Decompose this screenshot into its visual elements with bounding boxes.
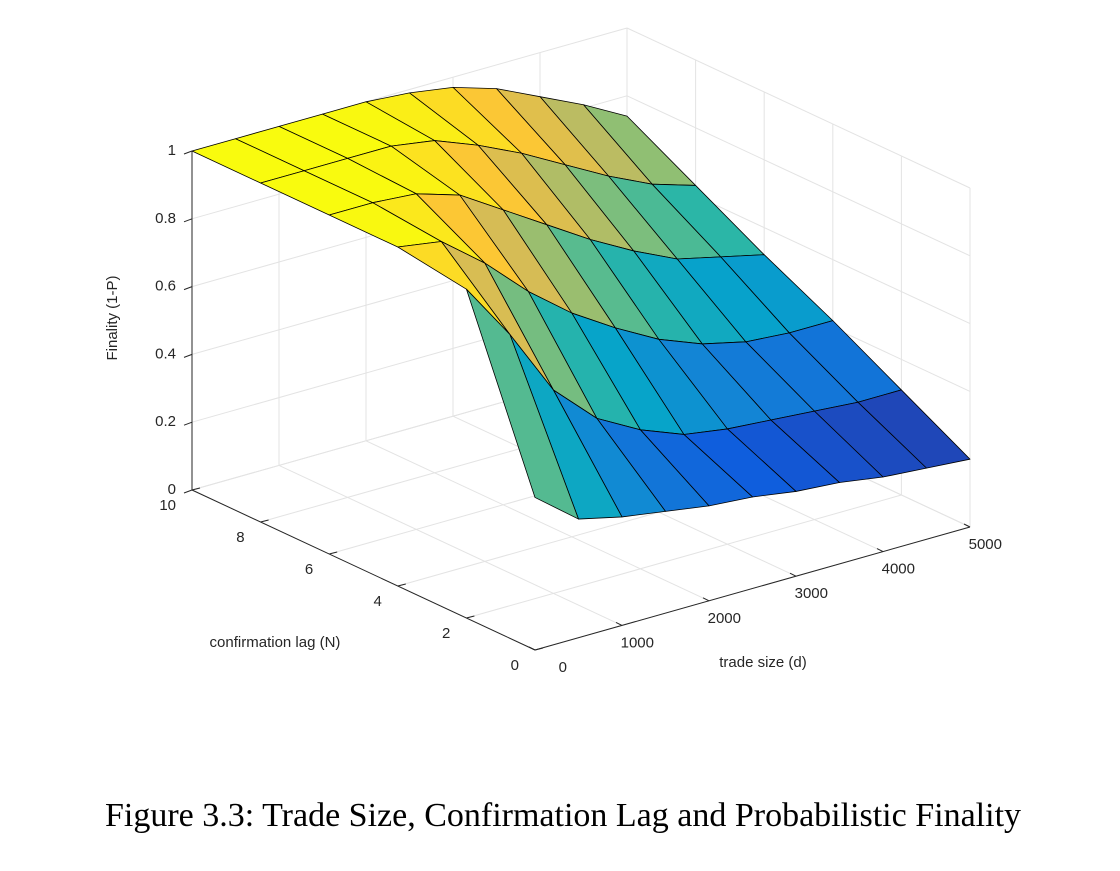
y-tick bbox=[466, 615, 475, 619]
grid-line bbox=[365, 440, 710, 602]
axis-line bbox=[191, 489, 536, 651]
z-tick bbox=[183, 218, 193, 223]
z-tick bbox=[183, 286, 193, 291]
x-tick bbox=[615, 621, 623, 626]
y-tick bbox=[397, 583, 406, 587]
y-tick bbox=[329, 551, 338, 555]
axis-line bbox=[534, 526, 971, 651]
x-tick-label: 0 bbox=[559, 659, 567, 676]
y-tick-label: 2 bbox=[442, 625, 450, 642]
x-tick bbox=[963, 523, 971, 528]
y-tick bbox=[534, 647, 544, 651]
x-tick-label: 5000 bbox=[969, 536, 1002, 553]
z-tick-label: 1 bbox=[168, 142, 176, 159]
y-tick-label: 0 bbox=[511, 657, 519, 674]
x-tick bbox=[702, 597, 710, 602]
y-axis-label: confirmation lag (N) bbox=[210, 634, 341, 651]
y-tick-label: 6 bbox=[305, 561, 313, 578]
z-tick bbox=[183, 150, 193, 155]
y-tick-label: 8 bbox=[236, 529, 244, 546]
z-tick bbox=[183, 421, 193, 426]
grid-line bbox=[626, 27, 971, 189]
z-tick-label: 0.6 bbox=[155, 278, 176, 295]
x-tick-label: 1000 bbox=[621, 634, 654, 651]
x-tick bbox=[789, 572, 797, 577]
y-tick bbox=[191, 487, 201, 491]
surface-patch bbox=[465, 288, 579, 520]
x-tick-label: 3000 bbox=[795, 585, 828, 602]
y-tick-label: 4 bbox=[373, 593, 381, 610]
y-tick bbox=[260, 519, 269, 523]
x-axis-label: trade size (d) bbox=[719, 654, 807, 671]
grid-line bbox=[466, 494, 902, 619]
z-tick-label: 0.8 bbox=[155, 210, 176, 227]
y-tick-label: 10 bbox=[159, 497, 176, 514]
x-tick bbox=[528, 646, 536, 651]
z-tick bbox=[183, 353, 193, 358]
grid-line bbox=[626, 95, 971, 257]
z-axis-label: Finality (1-P) bbox=[104, 275, 121, 360]
z-tick-label: 0.4 bbox=[155, 345, 176, 362]
x-tick-label: 2000 bbox=[708, 610, 741, 627]
z-tick-label: 0.2 bbox=[155, 413, 176, 430]
x-tick bbox=[876, 548, 884, 553]
surface bbox=[191, 86, 971, 520]
z-tick-label: 0 bbox=[168, 481, 176, 498]
caption: Figure 3.3: Trade Size, Confirmation Lag… bbox=[105, 797, 1021, 834]
grid-line bbox=[278, 464, 623, 626]
z-tick bbox=[183, 489, 193, 494]
x-tick-label: 4000 bbox=[882, 561, 915, 578]
labels: 00.20.40.60.8101000200030004000500002468… bbox=[155, 142, 1002, 676]
